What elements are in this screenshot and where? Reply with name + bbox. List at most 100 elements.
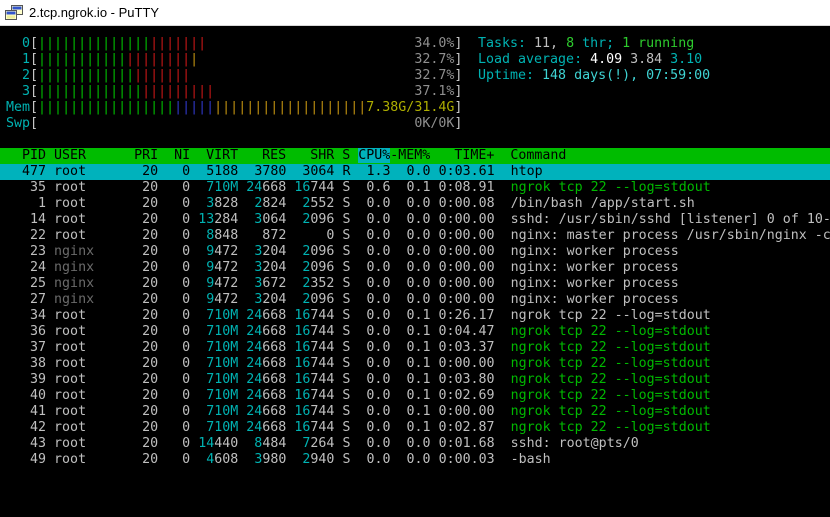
process-row-36[interactable]: 36 root 20 0 710M 24668 16744 S 0.0 0.1 … [0,324,830,340]
process-row-14[interactable]: 14 root 20 0 13284 3064 2096 S 0.0 0.0 0… [0,212,830,228]
cell: root [54,308,127,323]
terminal[interactable]: 0[||||||||||||||||||||| 34.0%] 1[|||||||… [0,26,830,517]
cell [158,260,166,275]
cell: 0.0 [358,308,391,323]
cell: 20 [134,404,159,419]
red-bars: ||||||| [134,68,191,83]
cell: 14 [6,212,47,227]
process-row-24[interactable]: 24 nginx 20 0 9472 3204 2096 S 0.0 0.0 0… [0,260,830,276]
process-row-1[interactable]: 1 root 20 0 3828 2824 2552 S 0.0 0.0 0:0… [0,196,830,212]
cell: ngrok tcp 22 --log=stdout [510,308,711,323]
cell: sshd: root@pts/0 [510,436,639,451]
process-row-27[interactable]: 27 nginx 20 0 9472 3204 2096 S 0.0 0.0 0… [0,292,830,308]
process-row-41[interactable]: 41 root 20 0 710M 24668 16744 S 0.0 0.1 … [0,404,830,420]
title-bar[interactable]: 2.tcp.ngrok.io - PuTTY [0,0,830,26]
cell: 0 [166,436,191,451]
cell [391,212,399,227]
header-columns: PID USER PRI NI VIRT RES SHR S [6,148,359,163]
cell: 668 [262,372,287,387]
cell: nginx [54,260,127,275]
cell: root [54,388,127,403]
cell: 24 [6,260,47,275]
process-row-34[interactable]: 34 root 20 0 710M 24668 16744 S 0.0 0.1 … [0,308,830,324]
process-row-43[interactable]: 43 root 20 0 14440 8484 7264 S 0.0 0.0 0… [0,436,830,452]
cell: 20 [134,180,159,195]
cell: 2 [302,292,311,307]
sort-column-cpu[interactable]: CPU% [358,148,391,163]
process-row-37[interactable]: 37 root 20 0 710M 24668 16744 S 0.0 0.1 … [0,340,830,356]
cell: 20 [134,164,159,179]
process-row-23[interactable]: 23 nginx 20 0 9472 3204 2096 S 0.0 0.0 0… [0,244,830,260]
cell: 0:03.80 [438,372,495,387]
cell [126,292,134,307]
cell [431,228,439,243]
cell: 710M [198,388,239,403]
cell: 20 [134,260,159,275]
cell: 0 [166,452,191,467]
process-row-39[interactable]: 39 root 20 0 710M 24668 16744 S 0.0 0.1 … [0,372,830,388]
process-row-22[interactable]: 22 root 20 0 8848 872 0 S 0.0 0.0 0:00.0… [0,228,830,244]
cell [495,196,511,211]
process-row-49[interactable]: 49 root 20 0 4608 3980 2940 S 0.0 0.0 0:… [0,452,830,468]
load-average-part: 4.09 [590,52,631,67]
cell: 672 [262,276,287,291]
cell [126,180,134,195]
cpu2-meter-label: 2 [6,68,31,83]
cell: 0 [166,196,191,211]
cell: 0:00.00 [438,228,495,243]
cell: 668 [262,340,287,355]
cell: S [342,372,351,387]
cell: 27 [6,292,47,307]
cell: S [342,308,351,323]
cpu3-meter-label: 3 [6,84,31,99]
cell: 0.1 [398,308,431,323]
cell [126,420,134,435]
tasks-summary: Tasks: 11, 8 thr; 1 running [478,36,710,52]
cell [158,372,166,387]
cell: 34 [6,308,47,323]
swap-meter-value: 0K/0K [414,116,455,131]
cell: S [342,180,351,195]
cell: S [342,292,351,307]
process-row-35[interactable]: 35 root 20 0 710M 24668 16744 S 0.6 0.1 … [0,180,830,196]
process-row-38[interactable]: 38 root 20 0 710M 24668 16744 S 0.0 0.1 … [0,356,830,372]
cell: 2 [302,244,311,259]
green-bars: ||||||||||| [38,52,127,67]
process-row-477[interactable]: 477 root 20 0 5188 3780 3064 R 1.3 0.0 0… [0,164,830,180]
cell: 2 [302,260,311,275]
cell: 2 [302,276,311,291]
cell: 744 [310,180,335,195]
cell: 710M [198,356,239,371]
cell: -bash [510,452,551,467]
cell: root [54,436,127,451]
cell: 24 [246,308,263,323]
cell [46,308,54,323]
process-row-25[interactable]: 25 nginx 20 0 9472 3672 2352 S 0.0 0.0 0… [0,276,830,292]
cell: 0:03.37 [438,340,495,355]
meter-open-bracket: [ [30,84,39,99]
cell: 20 [134,308,159,323]
cell: 096 [310,292,335,307]
cell: 24 [246,180,263,195]
cell: 0 [166,276,191,291]
cell: 0 [166,308,191,323]
cell: 0 [294,228,335,243]
cell: 0.0 [358,388,391,403]
cell [126,228,134,243]
cell: 16 [294,388,311,403]
process-row-42[interactable]: 42 root 20 0 710M 24668 16744 S 0.0 0.1 … [0,420,830,436]
cell: 16 [294,324,311,339]
cell [46,164,54,179]
process-table-header[interactable]: PID USER PRI NI VIRT RES SHR S CPU%-MEM%… [0,148,830,164]
cell: 20 [134,436,159,451]
cell: nginx [54,276,127,291]
cell: 0.0 [358,276,391,291]
process-row-40[interactable]: 40 root 20 0 710M 24668 16744 S 0.0 0.1 … [0,388,830,404]
cell: 5 [206,164,215,179]
cell [158,388,166,403]
cell [431,164,439,179]
window-title: 2.tcp.ngrok.io - PuTTY [29,5,160,20]
uptime-part: Uptime: [478,68,543,83]
cell: 780 [262,164,287,179]
cell: ngrok tcp 22 --log=stdout [510,420,711,435]
